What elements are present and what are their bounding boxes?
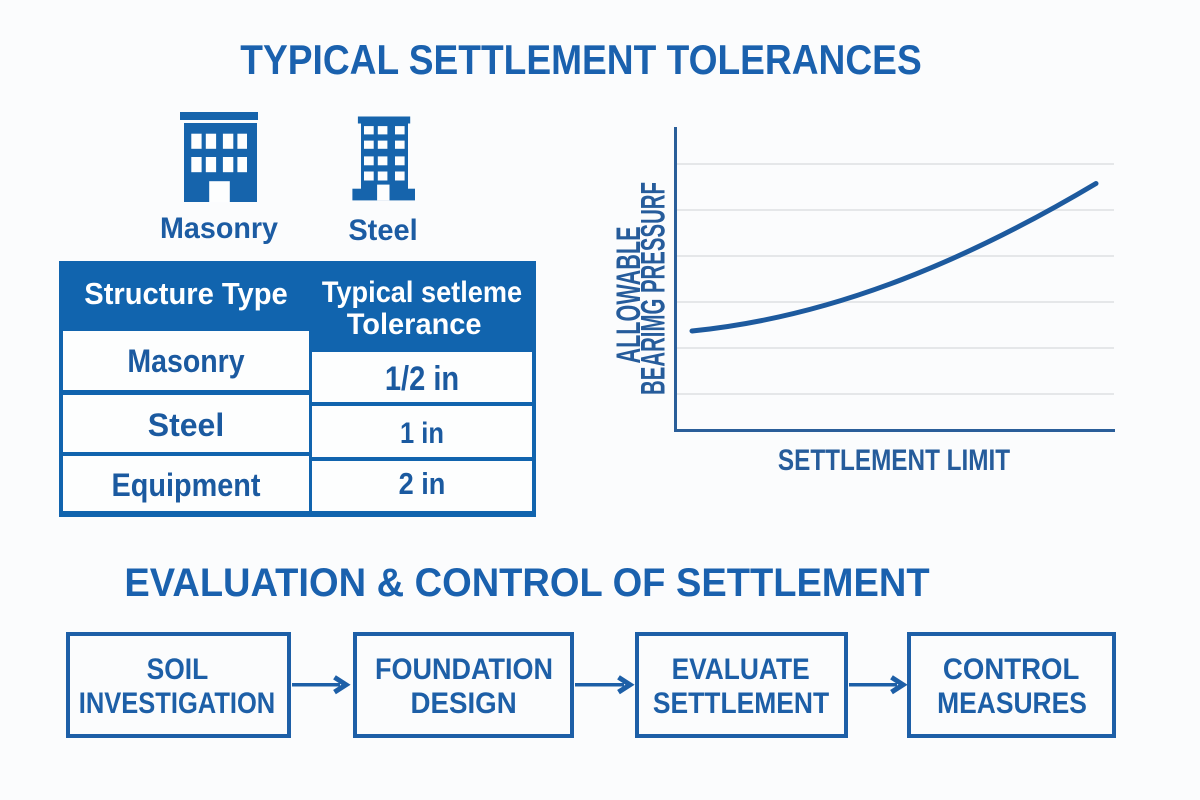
svg-text:ALLOWABLE: ALLOWABLE (610, 226, 648, 363)
svg-text:BEARIMG PRESSURF: BEARIMG PRESSURF (634, 182, 672, 395)
